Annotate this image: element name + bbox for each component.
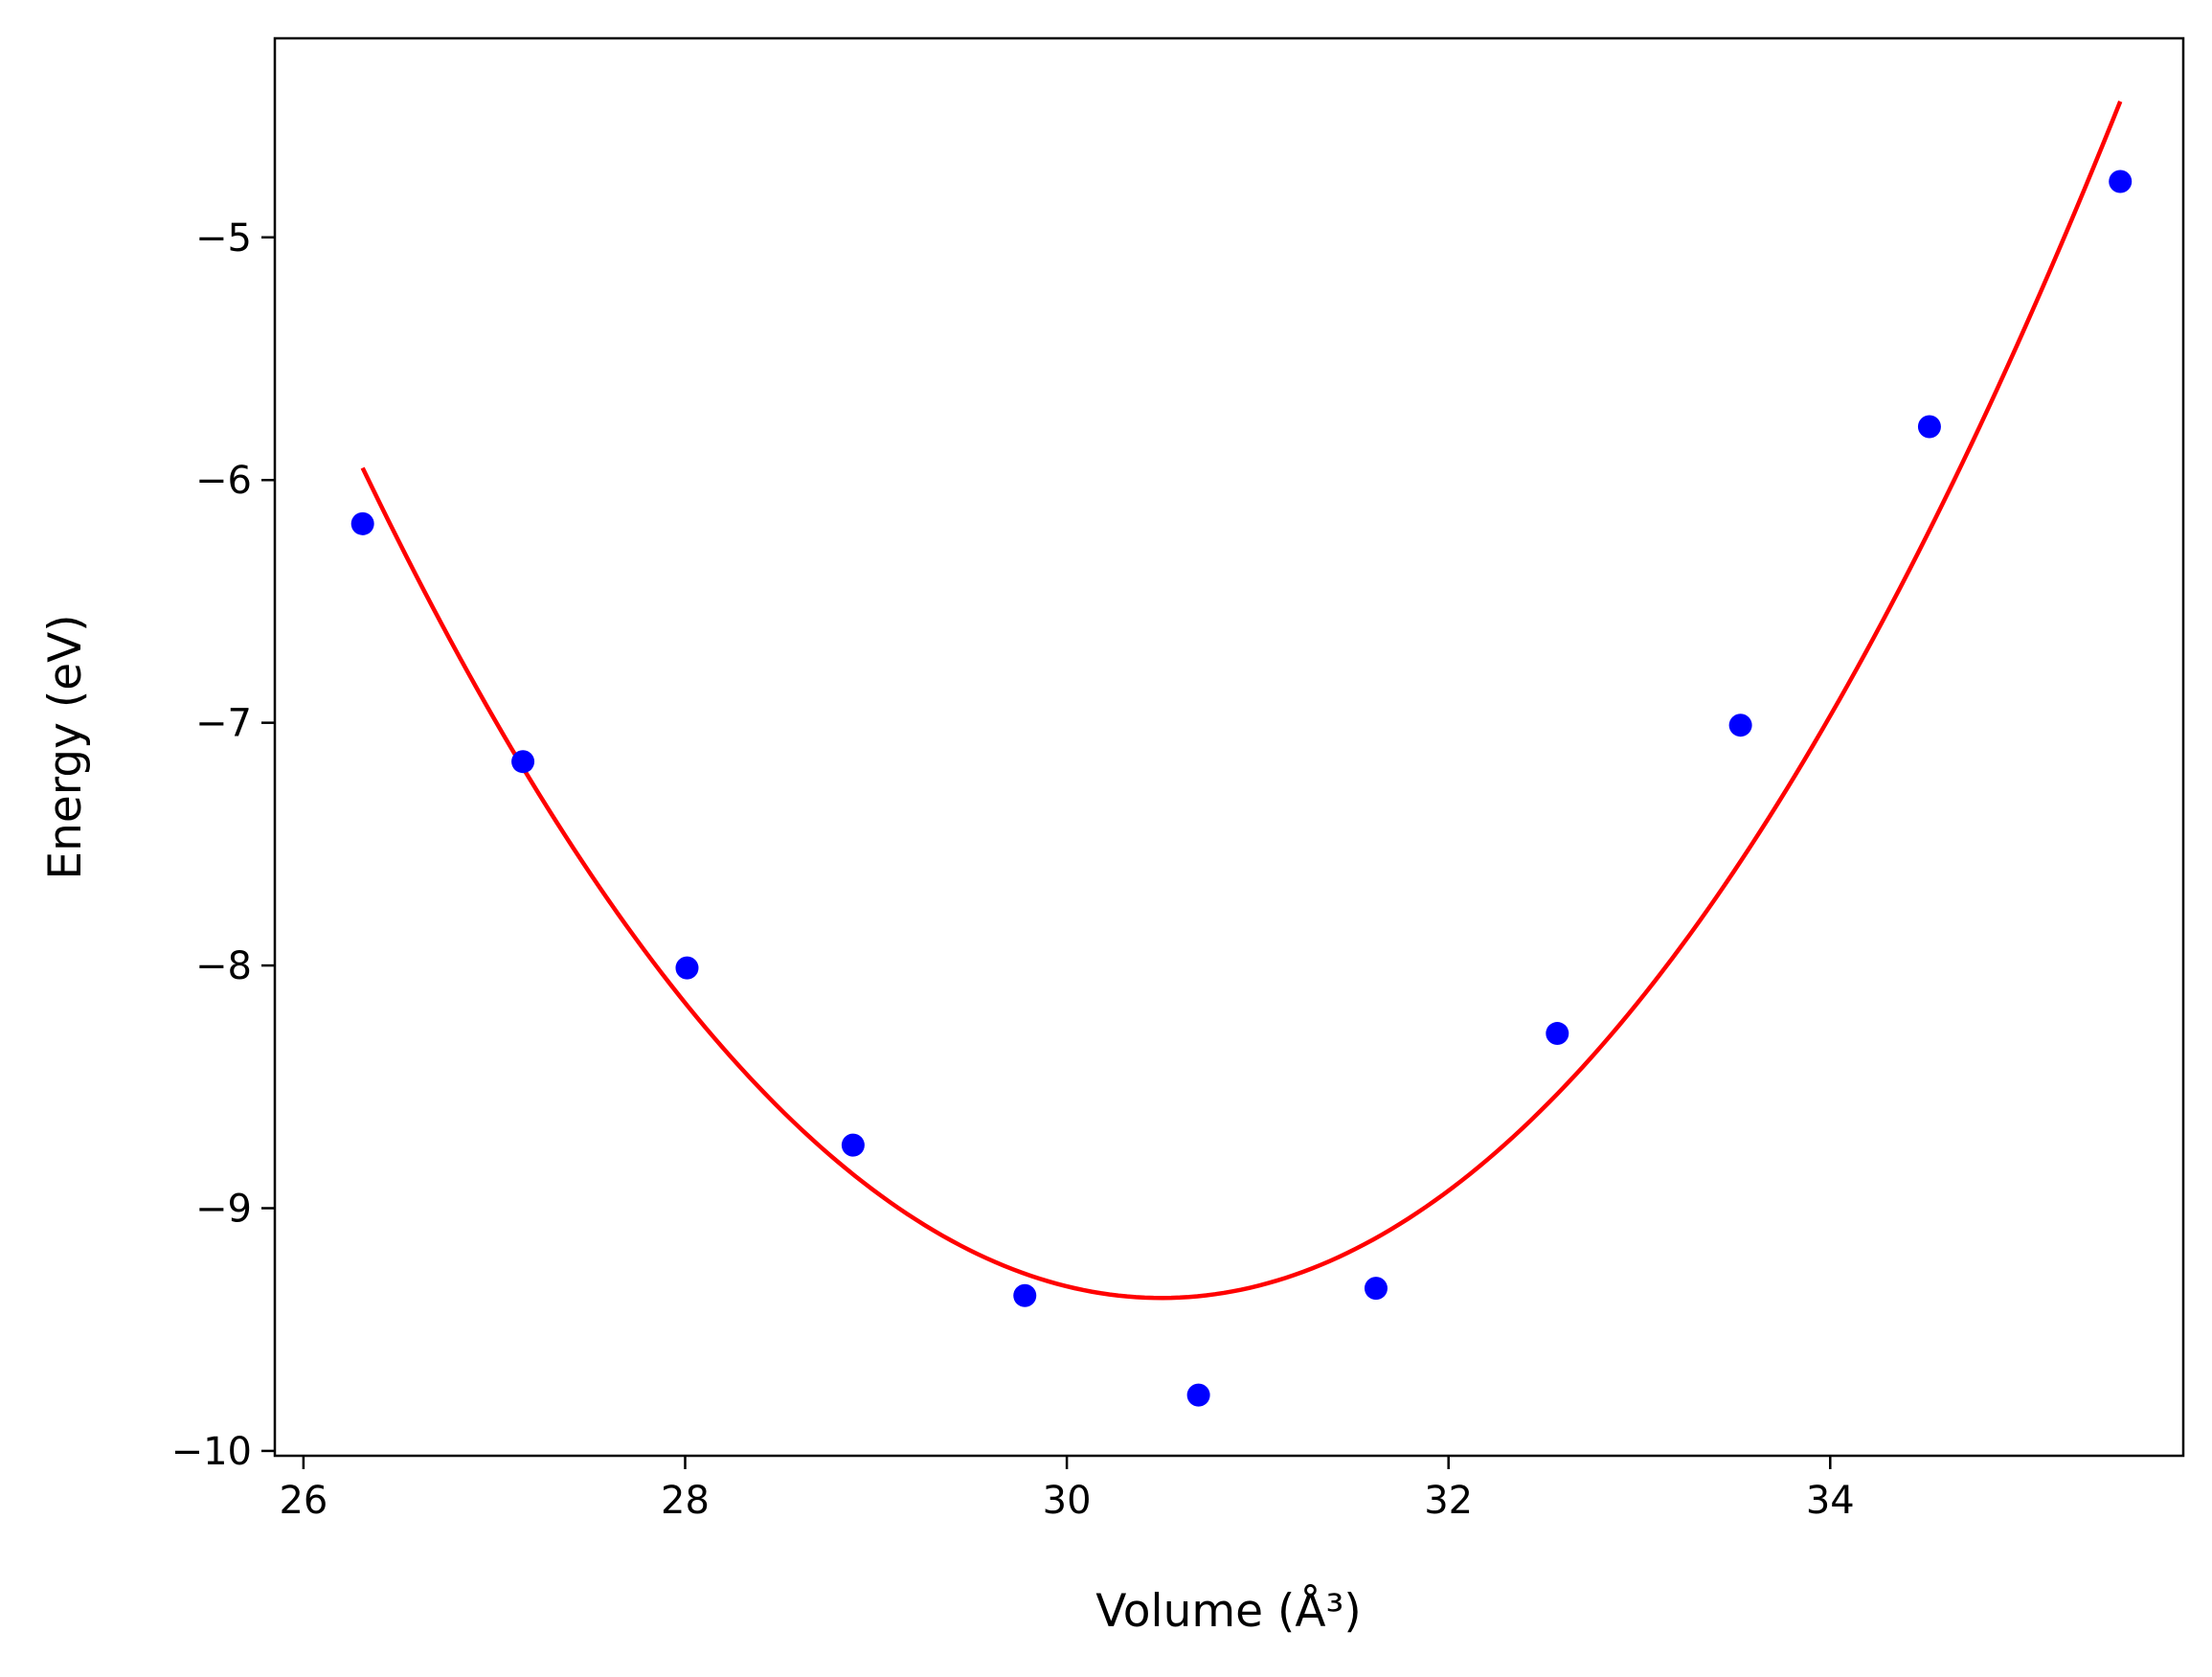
x-axis-label: Volume (Å³) — [1095, 1585, 1361, 1638]
fit-curve-line — [360, 101, 2123, 1301]
plot-area — [275, 38, 2183, 1456]
data-point — [1186, 1383, 1210, 1407]
data-point — [841, 1133, 865, 1157]
data-point — [350, 511, 374, 535]
y-axis-ticks: −5 −6 −7 −8 −9 −10 — [171, 216, 275, 1474]
x-axis-ticks: 26 28 30 32 34 — [279, 1456, 1855, 1523]
y-tick-label: −7 — [195, 702, 252, 746]
data-point — [2109, 170, 2133, 193]
x-tick-label: 26 — [279, 1479, 327, 1523]
y-tick-label: −10 — [171, 1430, 252, 1474]
data-points-layer — [350, 170, 2133, 1407]
y-tick-label: −5 — [195, 216, 252, 261]
data-point — [1013, 1283, 1037, 1307]
x-tick-label: 30 — [1043, 1479, 1092, 1523]
data-point — [1728, 714, 1752, 737]
fit-curve-layer — [360, 101, 2123, 1301]
plot-frame — [273, 36, 2185, 1458]
x-tick-label: 34 — [1806, 1479, 1855, 1523]
data-point — [1917, 415, 1941, 439]
data-point — [1546, 1022, 1569, 1046]
x-tick-label: 28 — [661, 1479, 710, 1523]
y-tick-label: −8 — [195, 944, 252, 988]
data-point — [675, 956, 699, 980]
data-point — [1364, 1277, 1388, 1301]
y-tick-label: −6 — [195, 459, 252, 503]
y-axis-label: Energy (eV) — [39, 614, 92, 879]
data-point — [511, 750, 535, 774]
x-tick-label: 32 — [1424, 1479, 1473, 1523]
y-tick-label: −9 — [195, 1188, 252, 1232]
